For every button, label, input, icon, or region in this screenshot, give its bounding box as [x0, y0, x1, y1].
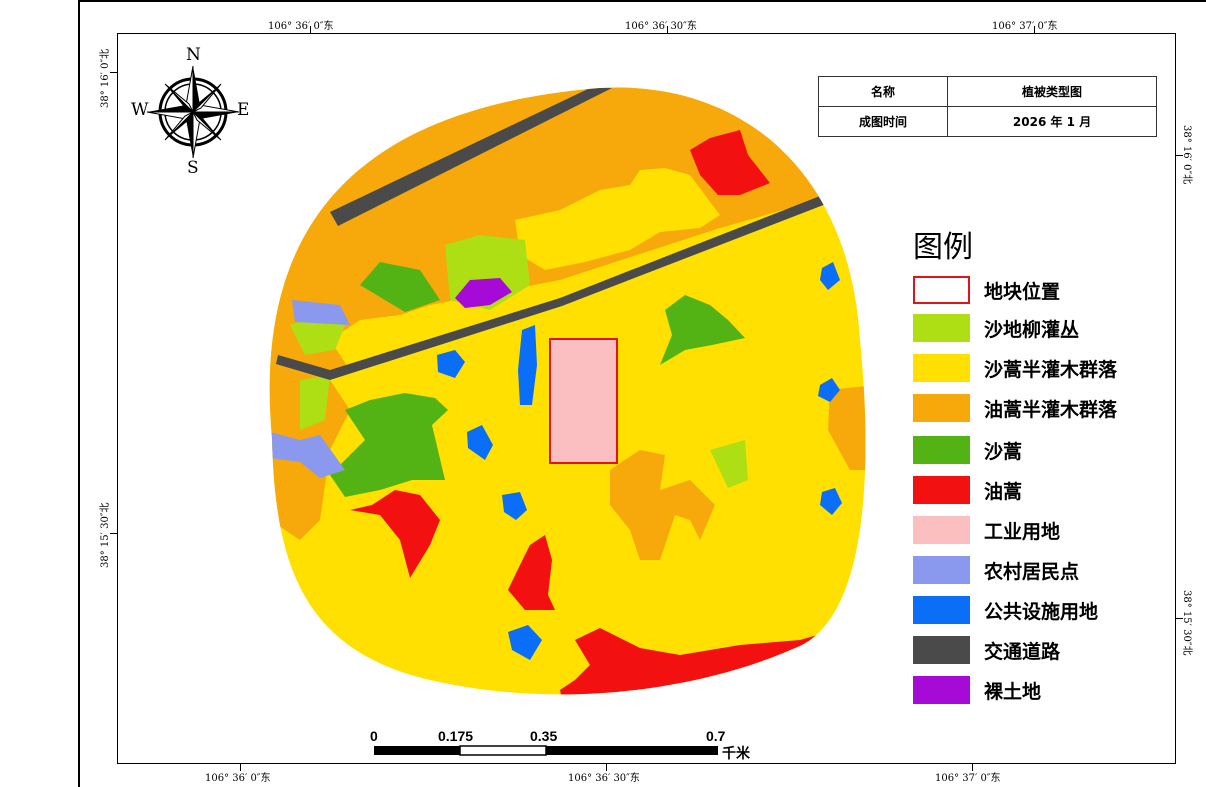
legend-label: 油蒿: [984, 480, 1023, 503]
region-public-facility: [502, 492, 527, 520]
region-shahao-patch: [515, 168, 720, 270]
region-bare-land: [455, 278, 512, 308]
region-public-facility: [508, 625, 542, 660]
scale-label-2: 0.35: [530, 728, 558, 744]
legend-label: 油蒿半灌木群落: [984, 398, 1118, 421]
legend-swatch: [913, 516, 970, 544]
name-label: 名称: [817, 76, 949, 107]
legend-title: 图例: [913, 230, 973, 265]
legend-swatch: [913, 676, 970, 704]
coord-bottom-2: 106° 36′ 30″东: [568, 773, 640, 784]
coord-bottom-1: 106° 36′ 0″东: [205, 773, 271, 784]
region-youhao: [350, 490, 440, 578]
legend-label: 工业用地: [984, 520, 1061, 543]
coord-top-3: 106° 37′ 0″东: [992, 21, 1058, 32]
legend-item: 地块位置: [913, 275, 1060, 305]
compass-east-label: E: [237, 100, 250, 120]
legend-label: 沙蒿: [984, 440, 1023, 463]
tick: [1176, 618, 1183, 619]
region-rural-settlement: [270, 432, 345, 478]
compass-south-label: S: [187, 158, 199, 178]
region-shadiliu: [710, 440, 748, 488]
legend-swatch: [913, 394, 970, 422]
legend-item: 油蒿: [913, 475, 1022, 505]
legend-item: 农村居民点: [913, 555, 1079, 585]
coord-bottom-3: 106° 37′ 0″东: [935, 773, 1001, 784]
legend-label: 地块位置: [984, 280, 1061, 303]
legend-item: 沙地柳灌丛: [913, 313, 1079, 343]
legend-label: 沙蒿半灌木群落: [984, 358, 1118, 381]
region-public-facility: [818, 378, 840, 402]
page-frame-left: [78, 0, 80, 787]
map-border: [117, 33, 1176, 764]
legend-swatch: [913, 556, 970, 584]
region-rural-settlement: [292, 300, 350, 325]
tick: [310, 26, 311, 33]
scale-unit: 千米: [722, 746, 750, 762]
region-shahao: [660, 295, 745, 365]
coord-top-2: 106° 36′ 30″东: [625, 21, 697, 32]
tick: [240, 764, 241, 771]
region-youhao-community-east: [828, 385, 866, 470]
tick: [110, 72, 117, 73]
legend-item: 裸土地: [913, 675, 1041, 705]
coord-top-1: 106° 36′ 0″东: [268, 21, 334, 32]
date-label: 成图时间: [817, 106, 949, 137]
name-value: 植被类型图: [947, 76, 1157, 107]
legend-swatch: [913, 476, 970, 504]
tick: [972, 764, 973, 771]
road-north: [330, 88, 612, 226]
tick: [110, 533, 117, 534]
region-youhao-community-south: [610, 450, 715, 560]
scale-bar: [374, 745, 718, 756]
region-shadiliu: [300, 375, 330, 430]
compass-west-label: W: [131, 100, 149, 120]
tick: [1176, 155, 1183, 156]
region-public-facility: [518, 325, 537, 405]
region-public-facility: [437, 350, 465, 378]
legend-swatch: [913, 314, 970, 342]
legend-label: 农村居民点: [984, 560, 1080, 583]
region-public-facility: [820, 488, 842, 515]
compass-north-label: N: [186, 45, 201, 65]
region-public-facility: [820, 262, 840, 290]
legend-swatch: [913, 596, 970, 624]
page-frame-top: [78, 0, 1206, 2]
scale-label-0: 0: [370, 728, 378, 744]
legend-label: 公共设施用地: [984, 600, 1099, 623]
date-value: 2026 年 1 月: [947, 106, 1157, 137]
compass-rose-icon: [146, 65, 240, 159]
tick: [1034, 26, 1035, 33]
industrial-land-plot: [549, 338, 618, 464]
scale-label-3: 0.7: [706, 728, 726, 744]
legend-swatch: [913, 354, 970, 382]
legend-label: 沙地柳灌丛: [984, 318, 1080, 341]
region-shahao: [360, 262, 440, 312]
region-shahao-patch: [330, 305, 430, 370]
legend-item: 沙蒿: [913, 435, 1022, 465]
tick: [606, 764, 607, 771]
scale-label-1: 0.175: [438, 728, 474, 744]
legend-swatch: [913, 276, 970, 304]
region-youhao: [690, 130, 770, 195]
legend-swatch: [913, 436, 970, 464]
legend-item: 交通道路: [913, 635, 1060, 665]
legend-item: 油蒿半灌木群落: [913, 393, 1117, 423]
legend-swatch: [913, 636, 970, 664]
legend-label: 交通道路: [984, 640, 1061, 663]
region-youhao: [508, 535, 555, 610]
region-shahao: [330, 393, 448, 497]
legend-item: 工业用地: [913, 515, 1060, 545]
legend-item: 沙蒿半灌木群落: [913, 353, 1117, 383]
tick: [667, 26, 668, 33]
legend-label: 裸土地: [984, 680, 1042, 703]
region-public-facility: [467, 425, 493, 460]
legend-item: 公共设施用地: [913, 595, 1098, 625]
info-table: 名称 植被类型图 成图时间 2026 年 1 月: [817, 76, 1157, 137]
